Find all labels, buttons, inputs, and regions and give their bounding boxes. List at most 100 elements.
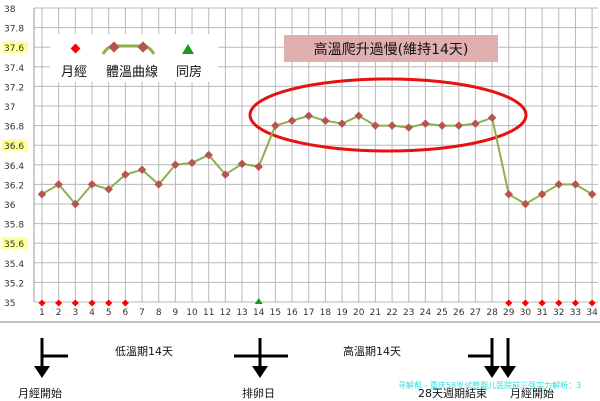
y-tick-label: 36.2 — [4, 181, 24, 191]
high-phase-label: 高溫期14天 — [343, 345, 401, 358]
x-tick-label: 8 — [156, 308, 162, 318]
bbt-point — [287, 116, 297, 125]
x-tick-label: 5 — [106, 308, 112, 318]
menstruation-marker — [121, 299, 129, 307]
x-tick-label: 32 — [553, 308, 564, 318]
y-tick-label: 38 — [4, 5, 16, 15]
y-tick-label: 35 — [4, 299, 15, 309]
y-tick-label: 37.6 — [4, 44, 24, 54]
x-tick-label: 4 — [89, 308, 95, 318]
period-start-arrow-head — [34, 366, 50, 378]
x-tick-label: 34 — [586, 308, 598, 318]
bbt-point — [121, 170, 130, 179]
legend-box — [50, 34, 218, 82]
bbt-point — [221, 170, 230, 179]
x-tick-label: 3 — [72, 308, 78, 318]
y-tick-label: 37 — [4, 103, 15, 113]
bbt-point — [71, 199, 80, 209]
bbt-point — [104, 185, 113, 194]
ovulation-arrow-head — [252, 366, 268, 378]
x-tick-label: 26 — [453, 308, 465, 318]
legend-label: 體溫曲線 — [106, 64, 158, 80]
tick-highlight — [2, 139, 28, 152]
y-tick-label: 36.8 — [4, 123, 24, 133]
menstruation-marker — [88, 299, 96, 307]
bbt-point — [237, 159, 247, 169]
x-tick-label: 12 — [220, 308, 231, 318]
x-tick-label: 11 — [203, 308, 214, 318]
bbt-point — [437, 121, 447, 130]
watermark: 寻解帮 - 重庆58岁试管婴儿医院前三强实力解析：3 — [398, 381, 582, 390]
x-tick-label: 13 — [236, 308, 247, 318]
x-tick-label: 7 — [139, 308, 145, 318]
menstruation-marker — [571, 299, 579, 307]
bbt-point — [37, 189, 47, 199]
bbt-point — [187, 158, 197, 168]
x-tick-label: 14 — [253, 308, 265, 318]
y-tick-label: 36.6 — [4, 142, 24, 152]
menstruation-marker — [105, 299, 113, 307]
tick-highlight — [2, 237, 28, 250]
bbt-point — [304, 111, 313, 121]
annotation-box — [284, 35, 498, 62]
legend-label: 月經 — [61, 65, 87, 80]
legend-line — [101, 44, 156, 55]
x-tick-label: 20 — [353, 308, 365, 318]
legend-bbt-marker — [108, 41, 120, 53]
x-tick-label: 23 — [403, 308, 414, 318]
bbt-point — [354, 111, 363, 121]
x-tick-label: 10 — [186, 308, 198, 318]
bbt-point — [421, 119, 430, 128]
bbt-point — [487, 113, 497, 123]
bbt-point — [587, 189, 597, 199]
bbt-point — [504, 189, 514, 199]
x-tick-label: 2 — [56, 308, 62, 318]
bbt-point — [521, 199, 530, 209]
period-start-label-2: 月經開始 — [510, 387, 554, 400]
tick-highlight — [2, 41, 28, 54]
bbt-point — [254, 162, 263, 172]
bbt-point — [554, 180, 564, 189]
cycle-end-label: 28天週期結束 — [418, 387, 487, 400]
menstruation-marker — [538, 299, 546, 307]
bbt-point — [171, 160, 180, 170]
legend-intercourse-marker — [182, 44, 194, 54]
bbt-point — [54, 180, 63, 189]
x-tick-label: 31 — [536, 308, 547, 318]
intercourse-marker — [254, 298, 263, 304]
y-tick-label: 35.2 — [4, 279, 24, 289]
x-tick-label: 1 — [39, 308, 45, 318]
bbt-point — [87, 180, 97, 189]
bbt-point — [454, 121, 463, 130]
x-tick-label: 6 — [122, 308, 128, 318]
highlight-ellipse — [248, 77, 528, 153]
y-tick-label: 36.4 — [4, 162, 24, 172]
bbt-line — [41, 114, 593, 206]
x-tick-label: 25 — [436, 308, 447, 318]
x-tick-label: 30 — [520, 308, 532, 318]
x-tick-label: 33 — [570, 308, 581, 318]
bbt-point — [137, 165, 147, 174]
menstruation-marker — [505, 299, 513, 307]
cycle-end-arrow-head — [484, 366, 500, 378]
menstruation-marker — [71, 299, 79, 307]
period-start-label: 月經開始 — [18, 387, 62, 400]
menstruation-marker — [588, 299, 596, 307]
x-tick-label: 27 — [470, 308, 481, 318]
bbt-point — [537, 189, 547, 199]
bbt-point — [371, 121, 380, 130]
bbt-point — [321, 116, 330, 125]
x-tick-label: 18 — [320, 308, 332, 318]
bbt-point — [471, 119, 480, 128]
menstruation-marker — [555, 299, 563, 307]
menstruation-marker — [521, 299, 529, 307]
x-tick-label: 17 — [303, 308, 314, 318]
menstruation-marker — [38, 299, 46, 307]
low-phase-label: 低溫期14天 — [115, 345, 173, 358]
ovulation-label: 排卵日 — [242, 387, 275, 400]
bbt-point — [271, 121, 280, 130]
x-tick-label: 16 — [286, 308, 298, 318]
period-start-arrow-2-head — [500, 366, 516, 378]
y-tick-label: 36 — [4, 201, 16, 211]
